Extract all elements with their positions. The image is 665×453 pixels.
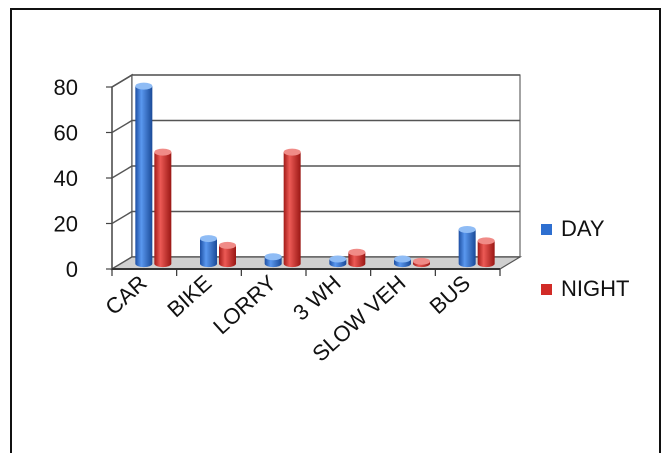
- bar-top-day: [264, 253, 282, 261]
- bar-top-night: [283, 148, 301, 156]
- chart-frame: [10, 8, 661, 453]
- y-axis: 80 60 40 20 0: [54, 75, 112, 282]
- bar-top-night: [348, 248, 366, 256]
- bar-night: [154, 152, 172, 268]
- bar-day: [135, 86, 153, 268]
- gridline: [111, 210, 520, 225]
- y-tick-label: 20: [54, 212, 78, 237]
- bar-top-night: [219, 241, 236, 249]
- legend-swatch-night: [541, 284, 552, 295]
- bar-top-night: [154, 148, 172, 156]
- bar-top-night: [477, 237, 495, 245]
- x-tick-label: 3 WH: [288, 270, 346, 325]
- x-tick-label: LORRY: [208, 270, 281, 339]
- legend: DAY NIGHT: [541, 216, 629, 301]
- x-tick-label: BIKE: [162, 270, 216, 322]
- bar-top-day: [394, 255, 411, 263]
- y-tick-label: 0: [66, 257, 78, 282]
- gridline: [111, 165, 520, 179]
- y-tick-label: 60: [54, 121, 78, 146]
- bar-day: [458, 229, 476, 268]
- bar-top-day: [200, 235, 217, 243]
- bar-night: [283, 152, 301, 268]
- bar-top-night: [413, 257, 430, 265]
- bar-day: [200, 238, 217, 268]
- y-tick-label: 40: [54, 166, 78, 191]
- bar-night: [477, 240, 495, 268]
- gridline: [111, 74, 520, 88]
- legend-label-night: NIGHT: [561, 276, 629, 301]
- bar-night: [219, 245, 236, 268]
- legend-swatch-day: [541, 224, 552, 235]
- y-tick-label: 80: [54, 75, 78, 100]
- legend-label-day: DAY: [561, 216, 605, 241]
- x-tick-label: BUS: [425, 270, 475, 319]
- x-tick-label: CAR: [100, 270, 151, 320]
- bar-top-day: [135, 82, 153, 90]
- bars-group: [135, 82, 495, 268]
- bar-top-day: [329, 255, 347, 263]
- gridline: [111, 119, 520, 134]
- bar-top-day: [458, 225, 476, 233]
- bar-night: [348, 252, 366, 268]
